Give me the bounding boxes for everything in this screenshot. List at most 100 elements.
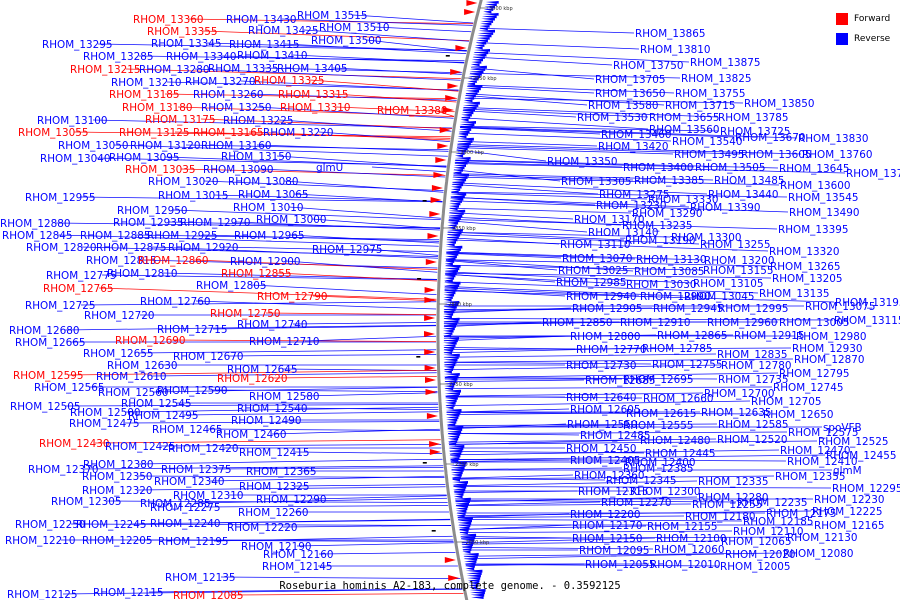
gene-label[interactable]: RHOM_12160 xyxy=(263,549,333,561)
gene-label[interactable]: RHOM_13150 xyxy=(221,151,291,163)
gene-label[interactable]: RHOM_12610 xyxy=(96,371,166,383)
gene-label[interactable]: RHOM_13725 xyxy=(720,126,790,138)
gene-label[interactable]: RHOM_12870 xyxy=(794,354,864,366)
gene-label[interactable]: RHOM_13230 xyxy=(596,200,666,212)
gene-label[interactable]: RHOM_12575 xyxy=(788,427,858,439)
gene-label[interactable]: RHOM_12765 xyxy=(43,283,113,295)
gene-label[interactable]: RHOM_12055 xyxy=(585,559,655,571)
gene-label[interactable]: RHOM_12235 xyxy=(737,497,807,509)
gene-label[interactable]: RHOM_12320 xyxy=(82,485,152,497)
gene-label[interactable]: RHOM_12245 xyxy=(76,519,146,531)
gene-label[interactable]: RHOM_12095 xyxy=(579,545,649,557)
gene-label[interactable]: RHOM_12175 xyxy=(766,508,836,520)
gene-label[interactable]: RHOM_13410 xyxy=(237,50,307,62)
gene-label[interactable]: RHOM_12355 xyxy=(775,471,845,483)
gene-label[interactable]: RHOM_12640 xyxy=(566,392,636,404)
gene-label[interactable]: RHOM_12490 xyxy=(231,415,301,427)
gene-label[interactable]: RHOM_12805 xyxy=(196,280,266,292)
gene-label[interactable]: RHOM_13545 xyxy=(788,192,858,204)
gene-label[interactable]: RHOM_13225 xyxy=(223,115,293,127)
gene-label[interactable]: RHOM_12410 xyxy=(787,456,857,468)
gene-label[interactable]: RHOM_12455 xyxy=(826,450,896,462)
gene-label[interactable]: RHOM_12545 xyxy=(121,398,191,410)
gene-label[interactable]: RHOM_12130 xyxy=(787,532,857,544)
gene-label[interactable]: RHOM_12350 xyxy=(82,471,152,483)
gene-label[interactable]: RHOM_13165 xyxy=(193,127,263,139)
gene-label[interactable]: RHOM_13210 xyxy=(111,77,181,89)
gene-label[interactable]: RHOM_12385 xyxy=(623,463,693,475)
gene-label[interactable]: RHOM_13035 xyxy=(125,164,195,176)
gene-label[interactable]: RHOM_12940 xyxy=(566,291,636,303)
gene-label[interactable]: RHOM_13360 xyxy=(133,14,203,26)
gene-label[interactable]: RHOM_13095 xyxy=(109,152,179,164)
gene-label[interactable]: RHOM_12620 xyxy=(217,373,287,385)
gene-label[interactable]: RHOM_12605 xyxy=(570,404,640,416)
gene-label[interactable]: RHOM_12845 xyxy=(2,230,72,242)
gene-label[interactable]: RHOM_12645 xyxy=(227,364,297,376)
gene-label[interactable]: RHOM_12405 xyxy=(570,455,640,467)
gene-label[interactable]: RHOM_12910 xyxy=(620,317,690,329)
gene-label[interactable]: RHOM_12195 xyxy=(158,536,228,548)
gene-label[interactable]: RHOM_13275 xyxy=(599,189,669,201)
gene-label[interactable]: RHOM_13135 xyxy=(759,288,829,300)
gene-label[interactable]: RHOM_13280 xyxy=(139,64,209,76)
gene-label[interactable]: RHOM_12555 xyxy=(623,420,693,432)
gene-label[interactable]: RHOM_12920 xyxy=(168,242,238,254)
gene-label[interactable]: RHOM_12930 xyxy=(792,343,862,355)
gene-label[interactable]: RHOM_12750 xyxy=(210,308,280,320)
gene-label[interactable]: RHOM_13530 xyxy=(577,112,647,124)
gene-label[interactable]: RHOM_13215 xyxy=(70,64,140,76)
gene-label[interactable]: RHOM_13655 xyxy=(649,112,719,124)
gene-label[interactable]: RHOM_13770 xyxy=(846,168,900,180)
gene-label[interactable]: RHOM_12260 xyxy=(238,507,308,519)
gene-label[interactable]: RHOM_12200 xyxy=(570,509,640,521)
gene-label[interactable]: RHOM_12905 xyxy=(572,303,642,315)
gene-label[interactable]: RHOM_12665 xyxy=(15,337,85,349)
gene-label[interactable]: RHOM_12880 xyxy=(0,218,70,230)
gene-label[interactable]: RHOM_13415 xyxy=(229,39,299,51)
gene-label[interactable]: RHOM_12590 xyxy=(157,385,227,397)
gene-label[interactable]: RHOM_12935 xyxy=(113,217,183,229)
gene-label[interactable]: RHOM_12945 xyxy=(653,303,723,315)
gene-label[interactable]: RHOM_12475 xyxy=(69,418,139,430)
gene-label[interactable]: RHOM_12565 xyxy=(34,382,104,394)
gene-label[interactable]: RHOM_12615 xyxy=(626,408,696,420)
gene-label[interactable]: RHOM_12875 xyxy=(96,242,166,254)
gene-label[interactable]: RHOM_12170 xyxy=(572,520,642,532)
gene-label[interactable]: RHOM_12960 xyxy=(707,317,777,329)
gene-label[interactable]: RHOM_13440 xyxy=(708,189,778,201)
gene-label[interactable]: RHOM_12340 xyxy=(154,476,224,488)
gene-label[interactable]: RHOM_12975 xyxy=(312,244,382,256)
gene-label[interactable]: RHOM_12335 xyxy=(698,476,768,488)
gene-label[interactable]: RHOM_13315 xyxy=(278,89,348,101)
gene-label[interactable]: RHOM_12700 xyxy=(704,388,774,400)
gene-label[interactable]: RHOM_13335 xyxy=(208,63,278,75)
gene-label[interactable]: RHOM_12365 xyxy=(246,466,316,478)
gene-label[interactable]: RHOM_12220 xyxy=(227,522,297,534)
gene-label[interactable]: RHOM_12450 xyxy=(566,443,636,455)
gene-label[interactable]: RHOM_12985 xyxy=(556,277,626,289)
gene-label[interactable]: RHOM_13500 xyxy=(311,35,381,47)
gene-label[interactable]: RHOM_12165 xyxy=(814,520,884,532)
gene-label[interactable]: RHOM_12775 xyxy=(46,270,116,282)
gene-label[interactable]: RHOM_12205 xyxy=(82,535,152,547)
gene-label[interactable]: RHOM_12740 xyxy=(237,319,307,331)
gene-label[interactable]: RHOM_13175 xyxy=(145,114,215,126)
gene-label[interactable]: RHOM_12150 xyxy=(572,533,642,545)
gene-label[interactable]: RHOM_13345 xyxy=(151,38,221,50)
gene-label[interactable]: RHOM_12770 xyxy=(576,344,646,356)
gene-label[interactable]: RHOM_12445 xyxy=(645,448,715,460)
gene-label[interactable]: RHOM_12520 xyxy=(717,434,787,446)
gene-label[interactable]: RHOM_13510 xyxy=(319,22,389,34)
gene-label[interactable]: RHOM_13160 xyxy=(201,140,271,152)
gene-label[interactable]: RHOM_12295 xyxy=(832,483,900,495)
gene-label[interactable]: RHOM_12415 xyxy=(239,447,309,459)
gene-label[interactable]: RHOM_13155 xyxy=(703,265,773,277)
gene-label[interactable]: RHOM_12980 xyxy=(796,331,866,343)
gene-label[interactable]: RHOM_13715 xyxy=(665,100,735,112)
gene-label[interactable]: RHOM_12655 xyxy=(83,348,153,360)
gene-label[interactable]: RHOM_12325 xyxy=(239,481,309,493)
gene-label[interactable]: RHOM_12420 xyxy=(168,443,238,455)
gene-label[interactable]: RHOM_12585 xyxy=(718,419,788,431)
gene-label[interactable]: RHOM_13070 xyxy=(562,253,632,265)
